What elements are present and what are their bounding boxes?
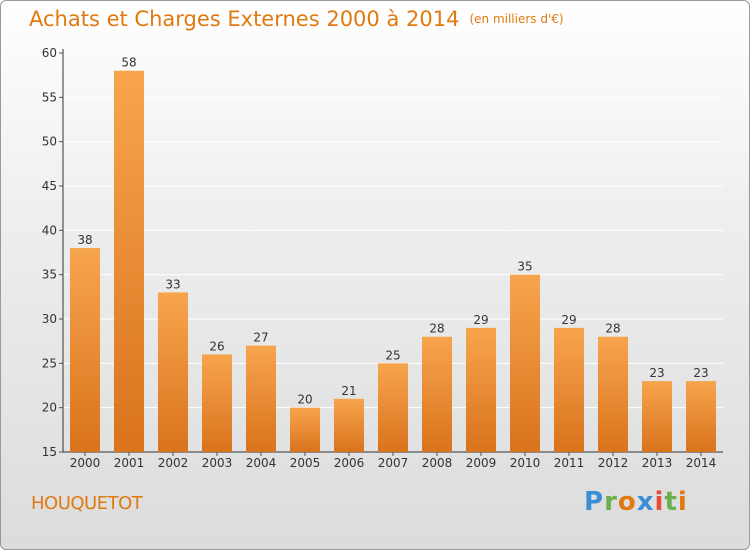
y-tick-label: 25 <box>42 356 57 370</box>
bar <box>70 248 100 452</box>
x-tick-label: 2003 <box>202 456 233 470</box>
bar <box>246 345 276 452</box>
chart-title-text: Achats et Charges Externes 2000 à 2014 <box>29 7 460 31</box>
bar <box>422 336 452 452</box>
x-tick-label: 2007 <box>378 456 409 470</box>
data-label: 27 <box>253 331 268 345</box>
bar <box>202 354 232 452</box>
x-tick-label: 2013 <box>642 456 673 470</box>
data-label: 26 <box>209 339 224 353</box>
x-tick-label: 2011 <box>554 456 585 470</box>
data-label: 29 <box>473 313 488 327</box>
bar <box>598 336 628 452</box>
x-tick-label: 2012 <box>598 456 629 470</box>
data-label: 33 <box>165 277 180 291</box>
bar <box>510 274 540 452</box>
data-label: 23 <box>649 366 664 380</box>
bar <box>114 70 144 452</box>
x-tick-label: 2010 <box>510 456 541 470</box>
y-tick-label: 55 <box>42 90 57 104</box>
y-tick-label: 60 <box>42 46 57 60</box>
data-label: 21 <box>341 384 356 398</box>
bar <box>334 398 364 452</box>
data-label: 38 <box>77 233 92 247</box>
data-label: 28 <box>605 322 620 336</box>
x-tick-label: 2000 <box>70 456 101 470</box>
x-tick-label: 2008 <box>422 456 453 470</box>
y-tick-label: 35 <box>42 268 57 282</box>
y-tick-label: 50 <box>42 135 57 149</box>
data-label: 29 <box>561 313 576 327</box>
x-tick-label: 2004 <box>246 456 277 470</box>
data-label: 28 <box>429 322 444 336</box>
data-label: 20 <box>297 393 312 407</box>
proxiti-logo: Proxiti <box>584 487 688 517</box>
bar <box>686 381 716 452</box>
chart-title: Achats et Charges Externes 2000 à 2014 (e… <box>29 7 564 31</box>
chart-unit: (en milliers d'€) <box>469 12 564 26</box>
y-tick-label: 20 <box>42 401 57 415</box>
x-tick-label: 2009 <box>466 456 497 470</box>
data-label: 23 <box>693 366 708 380</box>
x-tick-label: 2014 <box>686 456 717 470</box>
x-tick-label: 2002 <box>158 456 189 470</box>
data-label: 25 <box>385 348 400 362</box>
bar <box>378 363 408 452</box>
y-tick-label: 45 <box>42 179 57 193</box>
bar <box>642 381 672 452</box>
x-tick-label: 2005 <box>290 456 321 470</box>
data-label: 58 <box>121 56 136 70</box>
bar <box>290 407 320 452</box>
x-tick-label: 2001 <box>114 456 145 470</box>
x-tick-label: 2006 <box>334 456 365 470</box>
y-tick-label: 40 <box>42 223 57 237</box>
bar <box>466 327 496 452</box>
data-label: 35 <box>517 260 532 274</box>
y-tick-label: 30 <box>42 312 57 326</box>
y-tick-label: 15 <box>42 445 57 459</box>
bar <box>554 327 584 452</box>
bar <box>158 292 188 452</box>
commune-name: HOUQUETOT <box>31 493 143 514</box>
